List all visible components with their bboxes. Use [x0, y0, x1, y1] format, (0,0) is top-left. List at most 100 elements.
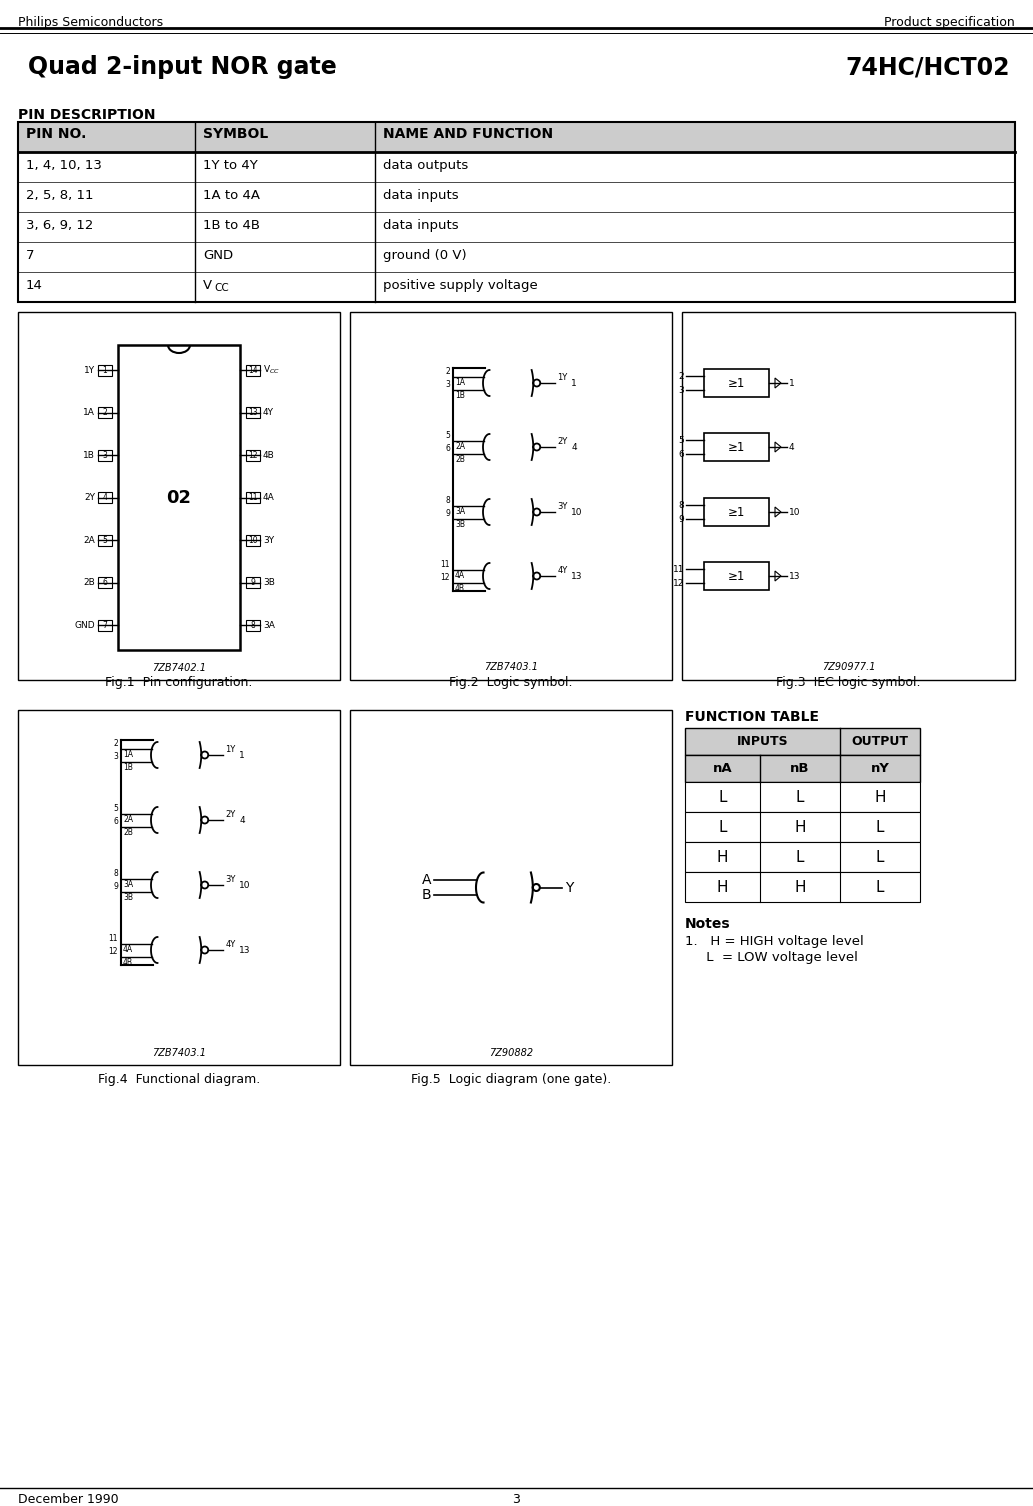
Bar: [98, 619, 112, 631]
Text: data inputs: data inputs: [383, 218, 459, 232]
Text: L: L: [876, 880, 884, 895]
Text: 1: 1: [240, 750, 245, 759]
Text: 2B: 2B: [84, 578, 95, 587]
Bar: [705, 369, 769, 398]
Text: H: H: [717, 880, 728, 895]
Text: 13: 13: [789, 571, 801, 580]
Bar: [98, 449, 112, 461]
Text: 10: 10: [248, 536, 258, 545]
Text: 12: 12: [108, 946, 118, 955]
Text: ground (0 V): ground (0 V): [383, 248, 467, 262]
Text: 9: 9: [114, 881, 118, 890]
Text: 3A: 3A: [123, 880, 133, 889]
Text: Fig.2  Logic symbol.: Fig.2 Logic symbol.: [449, 676, 572, 690]
Text: 6: 6: [114, 816, 118, 825]
Text: 7ZB7402.1: 7ZB7402.1: [152, 663, 206, 673]
Text: 3: 3: [114, 751, 118, 761]
Bar: [685, 782, 920, 812]
Text: 1, 4, 10, 13: 1, 4, 10, 13: [26, 160, 102, 172]
Bar: [246, 364, 260, 375]
Text: ≥1: ≥1: [728, 569, 745, 583]
Text: nA: nA: [713, 762, 732, 776]
Text: L: L: [718, 819, 727, 834]
Text: 3: 3: [102, 450, 107, 459]
Text: GND: GND: [204, 248, 233, 262]
Polygon shape: [775, 378, 781, 389]
Text: Fig.1  Pin configuration.: Fig.1 Pin configuration.: [105, 676, 253, 690]
Text: 6: 6: [679, 449, 684, 458]
Bar: [350, 709, 672, 1065]
Text: L  = LOW voltage level: L = LOW voltage level: [685, 950, 857, 964]
Text: GND: GND: [74, 620, 95, 630]
Text: ≥1: ≥1: [728, 506, 745, 518]
Bar: [246, 449, 260, 461]
Bar: [350, 312, 672, 681]
Text: 3B: 3B: [123, 893, 133, 902]
Bar: [98, 407, 112, 419]
Text: L: L: [795, 789, 805, 804]
Text: B: B: [421, 889, 431, 902]
Text: H: H: [717, 849, 728, 864]
Text: 2: 2: [679, 372, 684, 381]
Text: Notes: Notes: [685, 917, 730, 931]
Text: 1Y to 4Y: 1Y to 4Y: [204, 160, 258, 172]
Text: 7: 7: [26, 248, 34, 262]
Bar: [685, 755, 920, 782]
Text: 7ZB7403.1: 7ZB7403.1: [484, 663, 538, 672]
Text: PIN NO.: PIN NO.: [26, 127, 87, 142]
Bar: [705, 434, 769, 461]
Text: 11: 11: [440, 560, 450, 568]
Text: Product specification: Product specification: [884, 17, 1015, 29]
Bar: [246, 535, 260, 545]
Polygon shape: [775, 571, 781, 581]
Bar: [98, 364, 112, 375]
Text: 3Y: 3Y: [263, 536, 274, 545]
Text: 5: 5: [445, 431, 450, 440]
Text: 02: 02: [166, 488, 191, 506]
Text: 3, 6, 9, 12: 3, 6, 9, 12: [26, 218, 93, 232]
Text: 13: 13: [248, 408, 258, 417]
Text: 11: 11: [672, 565, 684, 574]
Text: 9: 9: [445, 509, 450, 518]
Text: 4A: 4A: [263, 492, 275, 501]
Text: 12: 12: [672, 578, 684, 587]
Text: 14: 14: [248, 366, 258, 375]
Text: 11: 11: [248, 492, 258, 501]
Text: 1A: 1A: [123, 750, 133, 759]
Text: 2B: 2B: [123, 827, 133, 836]
Text: 1Y: 1Y: [557, 373, 567, 383]
Text: 1: 1: [571, 378, 577, 387]
Text: 4B: 4B: [455, 583, 465, 592]
Bar: [246, 407, 260, 419]
Bar: [246, 577, 260, 587]
Text: V: V: [204, 279, 212, 292]
Polygon shape: [775, 441, 781, 452]
Text: 3: 3: [679, 386, 684, 395]
Text: 2: 2: [445, 366, 450, 375]
Text: 1.   H = HIGH voltage level: 1. H = HIGH voltage level: [685, 935, 864, 947]
Text: 1: 1: [102, 366, 107, 375]
Text: 4: 4: [789, 443, 794, 452]
Text: 1A: 1A: [83, 408, 95, 417]
Bar: [18, 122, 1015, 152]
Polygon shape: [775, 508, 781, 517]
Text: 12: 12: [440, 572, 450, 581]
Bar: [98, 492, 112, 503]
Text: 4B: 4B: [123, 958, 133, 967]
Bar: [98, 577, 112, 587]
Text: 4A: 4A: [123, 944, 133, 953]
Text: 3A: 3A: [455, 506, 465, 515]
Bar: [118, 345, 240, 651]
Text: 3Y: 3Y: [225, 875, 236, 884]
Text: 6: 6: [445, 443, 450, 452]
Text: 2: 2: [114, 738, 118, 747]
Text: CC: CC: [214, 283, 228, 294]
Text: 4Y: 4Y: [557, 566, 567, 575]
Text: Philips Semiconductors: Philips Semiconductors: [18, 17, 163, 29]
Text: 13: 13: [240, 946, 251, 955]
Text: 11: 11: [108, 934, 118, 943]
Text: PIN DESCRIPTION: PIN DESCRIPTION: [18, 108, 156, 122]
Text: 4B: 4B: [263, 450, 275, 459]
Bar: [18, 122, 1015, 303]
Text: 9: 9: [679, 515, 684, 524]
